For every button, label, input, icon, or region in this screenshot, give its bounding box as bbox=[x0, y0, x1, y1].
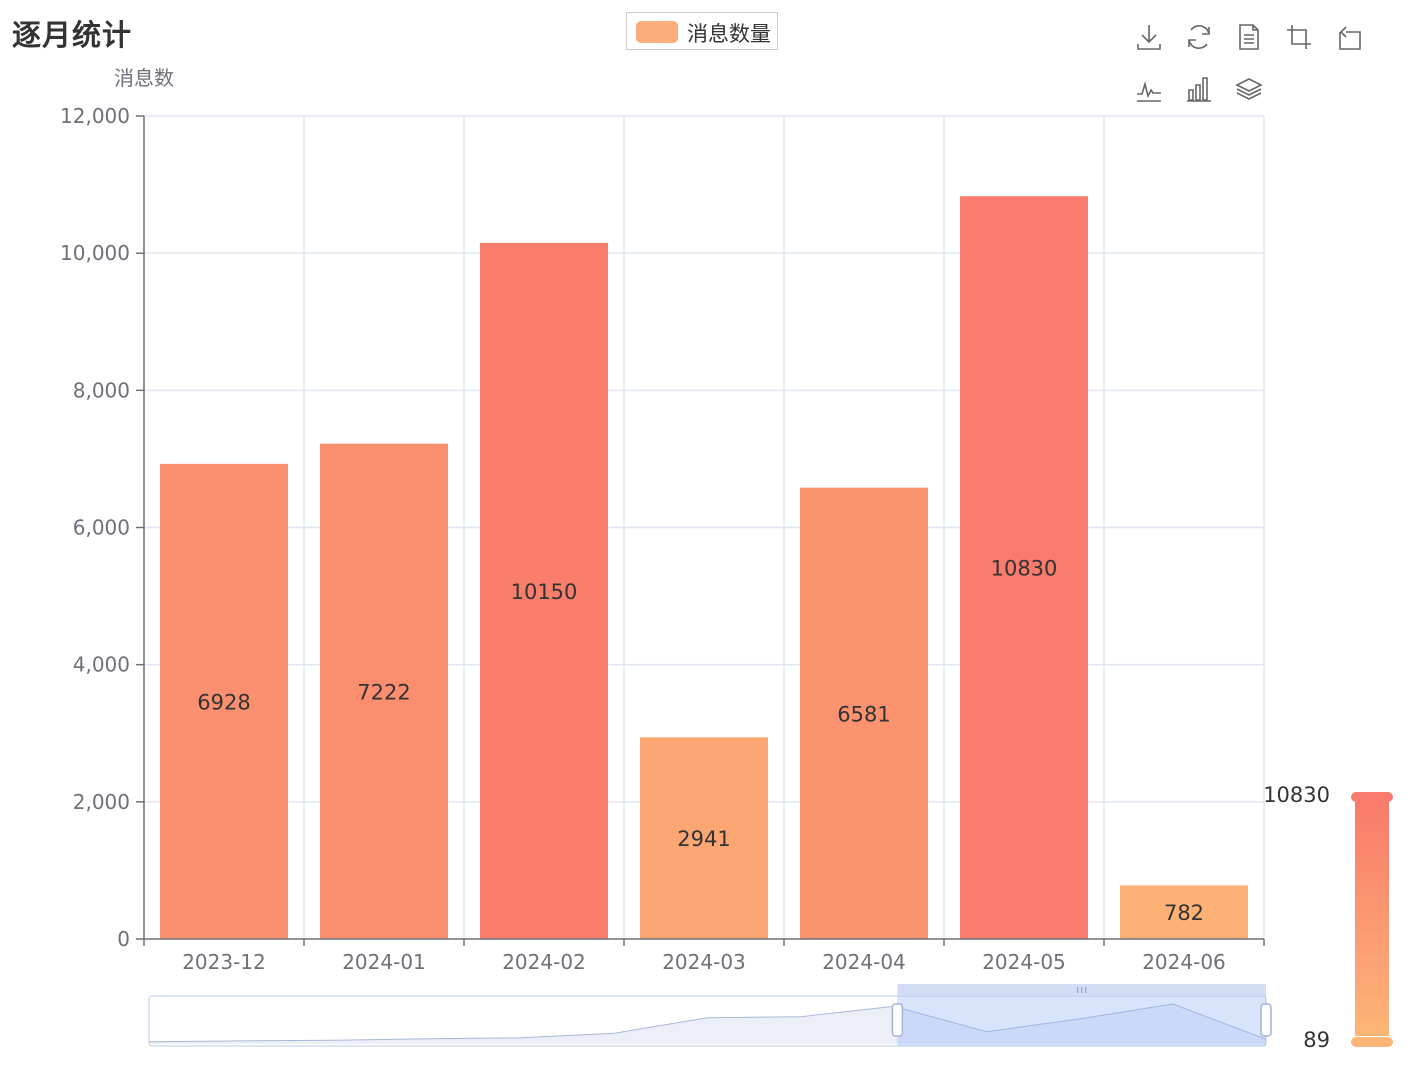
legend-swatch bbox=[636, 21, 678, 43]
y-tick-label: 2,000 bbox=[73, 790, 130, 814]
y-tick-label: 6,000 bbox=[73, 516, 130, 540]
legend-item[interactable]: 消息数量 bbox=[626, 12, 778, 50]
x-tick-label: 2024-04 bbox=[822, 950, 906, 974]
bar bbox=[800, 487, 928, 939]
bar-data-label: 7222 bbox=[357, 680, 410, 704]
refresh-icon[interactable] bbox=[1184, 22, 1214, 52]
y-tick-label: 0 bbox=[117, 927, 130, 951]
download-icon[interactable] bbox=[1134, 22, 1164, 52]
stack-icon[interactable] bbox=[1234, 74, 1264, 104]
line-chart-icon[interactable] bbox=[1134, 74, 1164, 104]
bar-data-label: 6928 bbox=[197, 690, 250, 714]
zoom-handle[interactable] bbox=[1260, 1003, 1272, 1037]
bar bbox=[160, 463, 288, 939]
data-view-icon[interactable] bbox=[1234, 22, 1264, 52]
bar-data-label: 10150 bbox=[511, 580, 578, 604]
zoom-icon[interactable] bbox=[1284, 22, 1314, 52]
zoom-reset-icon[interactable] bbox=[1334, 22, 1364, 52]
x-tick-label: 2024-06 bbox=[1142, 950, 1226, 974]
bar bbox=[480, 242, 608, 940]
zoom-handle[interactable] bbox=[891, 1003, 904, 1037]
visual-map-min-label: 89 bbox=[1303, 1028, 1330, 1052]
x-tick-label: 2024-05 bbox=[982, 950, 1066, 974]
y-tick-label: 12,000 bbox=[60, 104, 130, 128]
visual-map-handle-bottom[interactable] bbox=[1351, 1037, 1393, 1047]
y-tick-label: 8,000 bbox=[73, 378, 130, 402]
bar bbox=[1120, 885, 1248, 939]
chart-title: 逐月统计 bbox=[12, 18, 133, 52]
x-tick-label: 2024-03 bbox=[662, 950, 746, 974]
bar-data-label: 10830 bbox=[991, 557, 1058, 581]
bar-chart-icon[interactable] bbox=[1184, 74, 1214, 104]
visual-map-bar bbox=[1355, 802, 1389, 1036]
y-tick-label: 10,000 bbox=[60, 241, 130, 265]
bar-data-label: 2941 bbox=[677, 827, 730, 851]
x-tick-label: 2023-12 bbox=[182, 950, 266, 974]
y-axis-label: 消息数 bbox=[114, 66, 174, 90]
x-tick-label: 2024-01 bbox=[342, 950, 426, 974]
visual-map-handle-top[interactable] bbox=[1351, 792, 1393, 802]
bar-data-label: 782 bbox=[1164, 901, 1204, 925]
zoom-overview-line bbox=[148, 1003, 1267, 1043]
y-tick-label: 4,000 bbox=[73, 653, 130, 677]
bar bbox=[960, 196, 1088, 939]
legend-label: 消息数量 bbox=[687, 22, 771, 46]
bar bbox=[640, 737, 768, 939]
zoom-overview-area bbox=[149, 1004, 1266, 1044]
bar bbox=[320, 443, 448, 939]
x-tick-label: 2024-02 bbox=[502, 950, 586, 974]
zoom-selected-range[interactable] bbox=[897, 996, 1266, 1046]
visual-map-max-label: 10830 bbox=[1263, 783, 1330, 807]
bar-data-label: 6581 bbox=[837, 702, 890, 726]
